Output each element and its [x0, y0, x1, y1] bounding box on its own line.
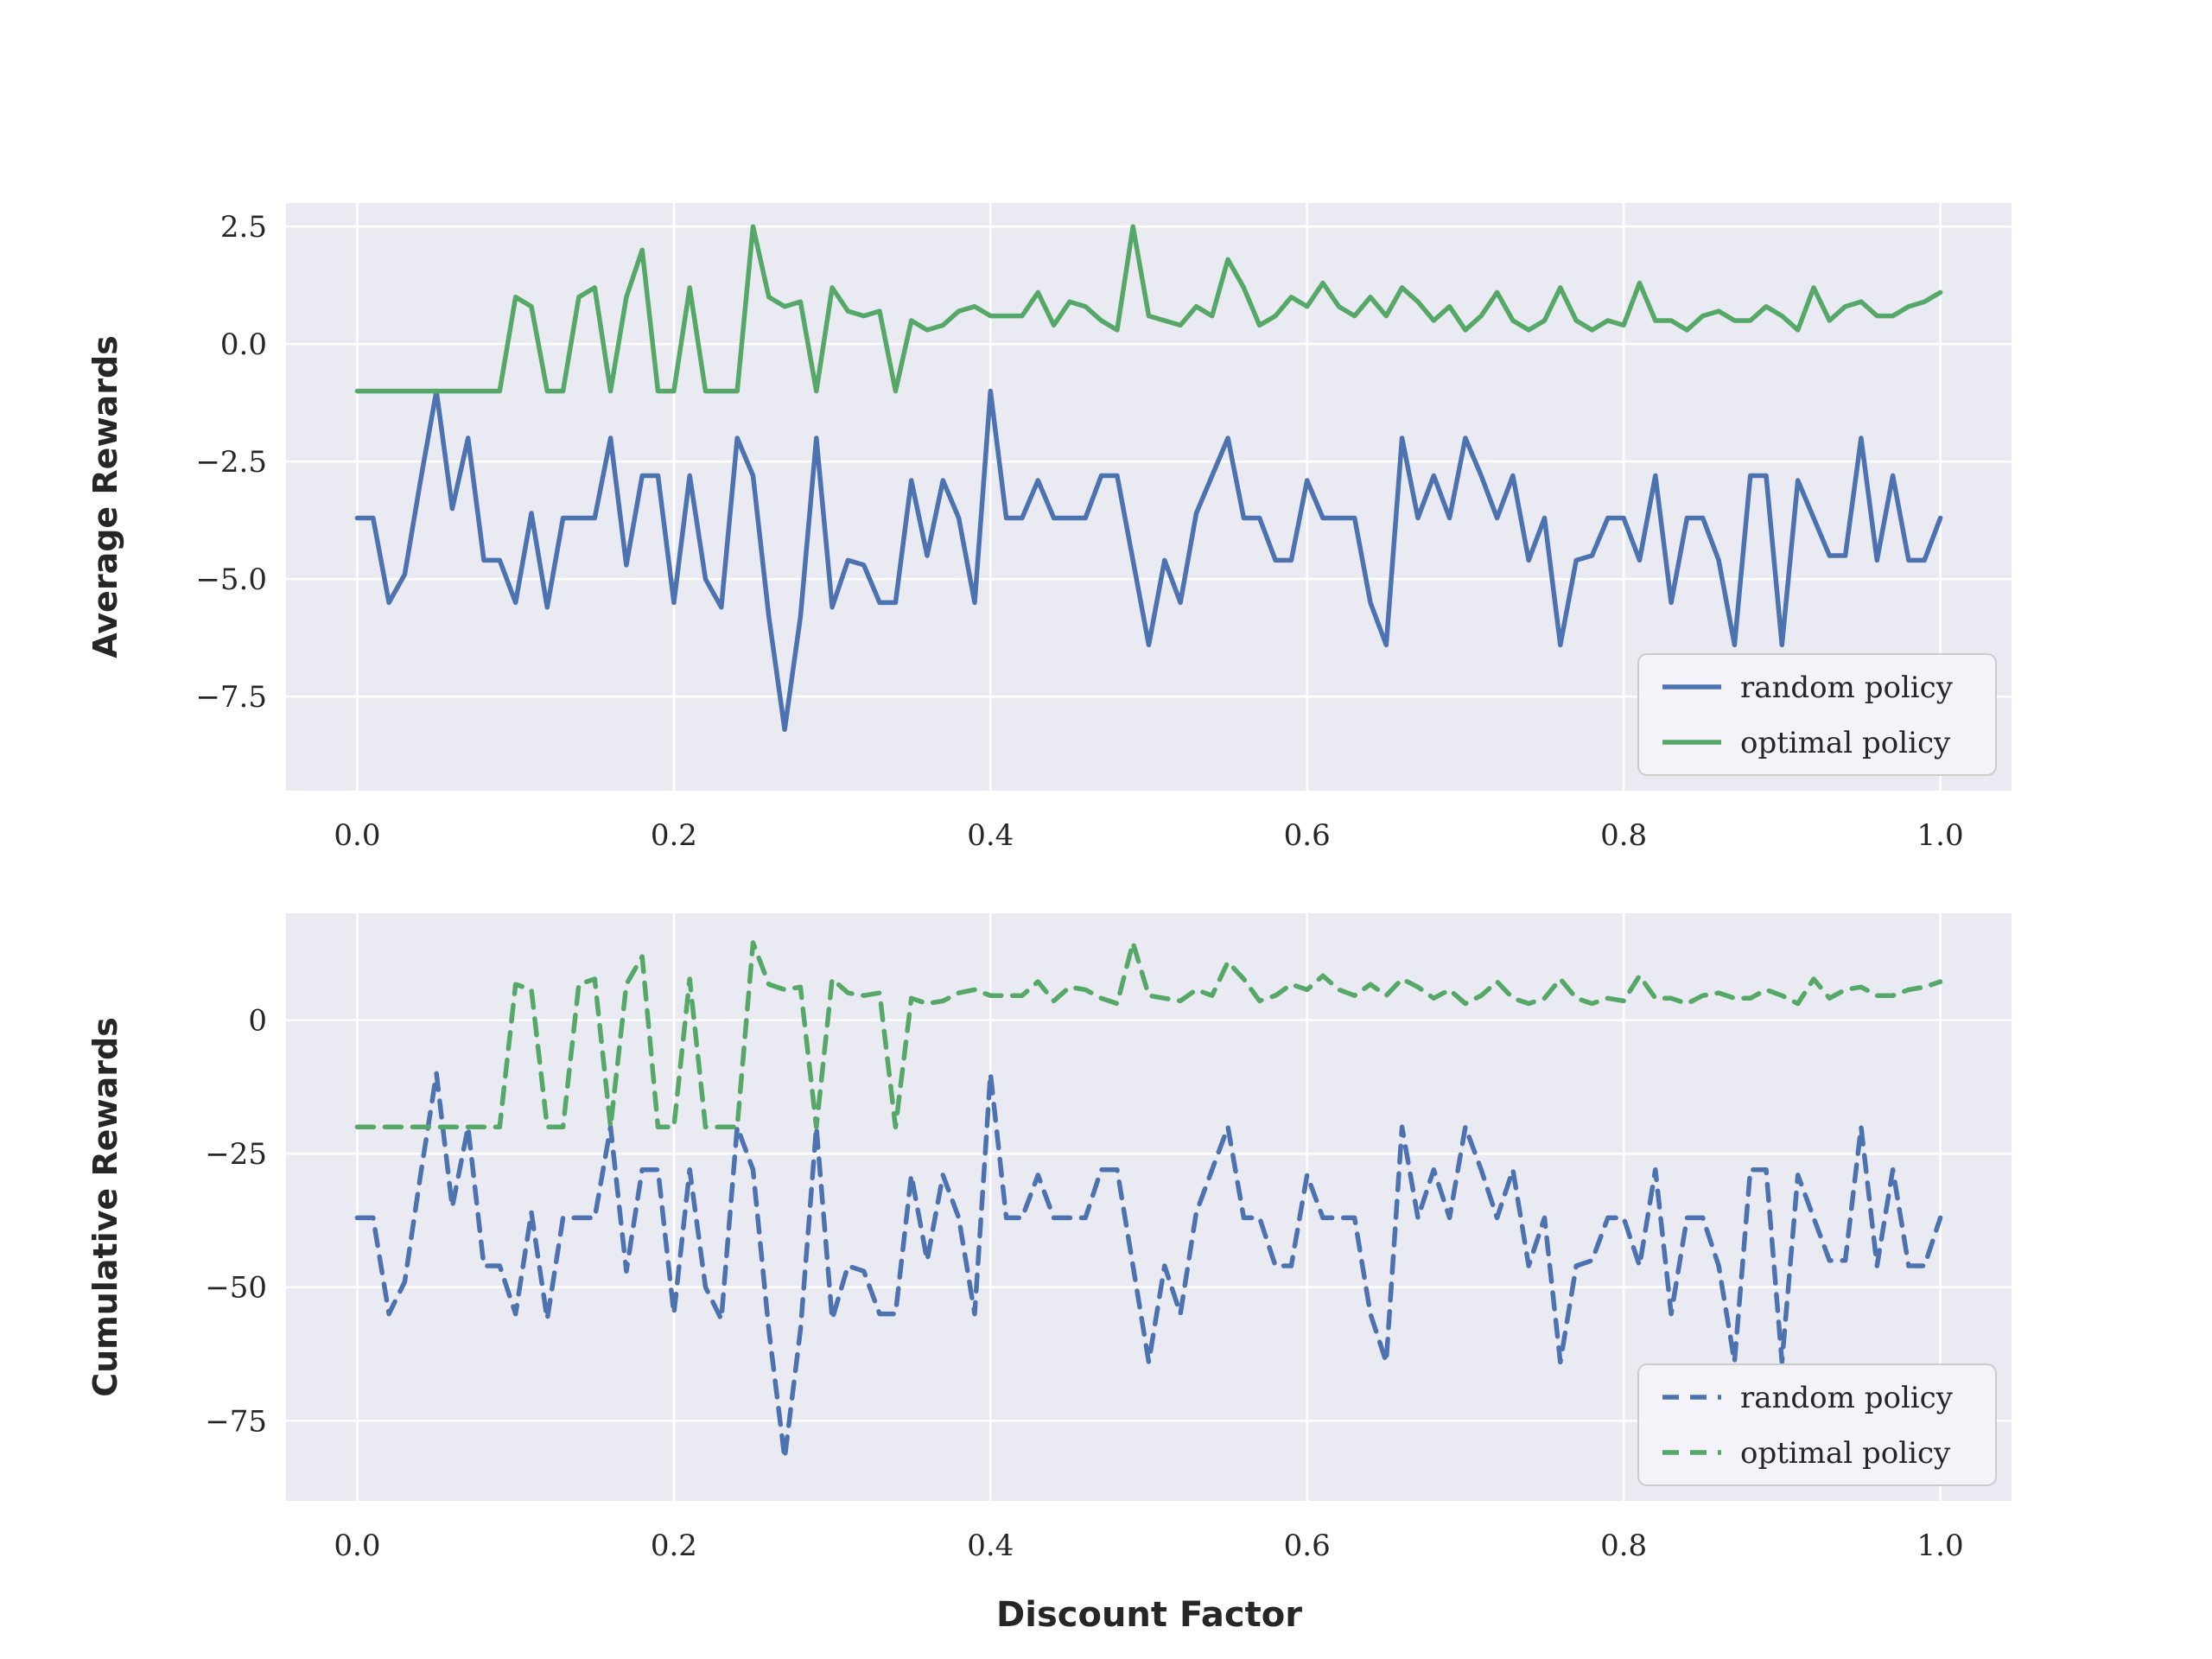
x-tick-label: 0.4 — [967, 1529, 1014, 1563]
x-tick-label: 0.8 — [1600, 1529, 1647, 1563]
x-tick-label: 0.6 — [1284, 1529, 1331, 1563]
legend-label: random policy — [1740, 1381, 1954, 1415]
series-line-optimal-policy — [354, 224, 1943, 394]
x-tick-label: 0.0 — [334, 818, 380, 853]
legend — [1637, 653, 1997, 776]
x-tick-label: 1.0 — [1917, 1529, 1964, 1563]
x-tick-label: 0.6 — [1284, 818, 1331, 853]
y-tick-label: −2.5 — [195, 445, 267, 480]
series-line-random-policy — [354, 388, 1943, 733]
x-tick-label: 0.8 — [1600, 818, 1647, 853]
x-tick-label: 0.2 — [651, 1529, 697, 1563]
x-tick-label: 0.4 — [967, 818, 1014, 853]
y-tick-label: −5.0 — [195, 563, 267, 597]
y-axis-label-cumulative-rewards: Cumulative Rewards — [86, 1017, 124, 1397]
y-tick-label: 2.5 — [220, 210, 267, 245]
y-tick-label: −25 — [205, 1137, 267, 1172]
series-line-random-policy — [354, 1071, 1943, 1461]
y-tick-label: −7.5 — [195, 680, 267, 715]
x-tick-label: 1.0 — [1917, 818, 1964, 853]
legend-label: optimal policy — [1740, 1436, 1951, 1471]
x-tick-label: 0.2 — [651, 818, 697, 853]
y-tick-label: −50 — [205, 1271, 267, 1306]
legend-label: random policy — [1740, 671, 1954, 705]
y-axis-label-average-rewards: Average Rewards — [86, 335, 124, 658]
y-tick-label: −75 — [205, 1404, 267, 1439]
series-line-optimal-policy — [354, 940, 1943, 1130]
x-axis-label-discount-factor: Discount Factor — [996, 1595, 1302, 1635]
x-tick-label: 0.0 — [334, 1529, 380, 1563]
y-tick-label: 0.0 — [220, 327, 267, 362]
legend-label: optimal policy — [1740, 726, 1951, 760]
y-tick-label: 0 — [248, 1004, 267, 1039]
legend — [1637, 1363, 1997, 1486]
